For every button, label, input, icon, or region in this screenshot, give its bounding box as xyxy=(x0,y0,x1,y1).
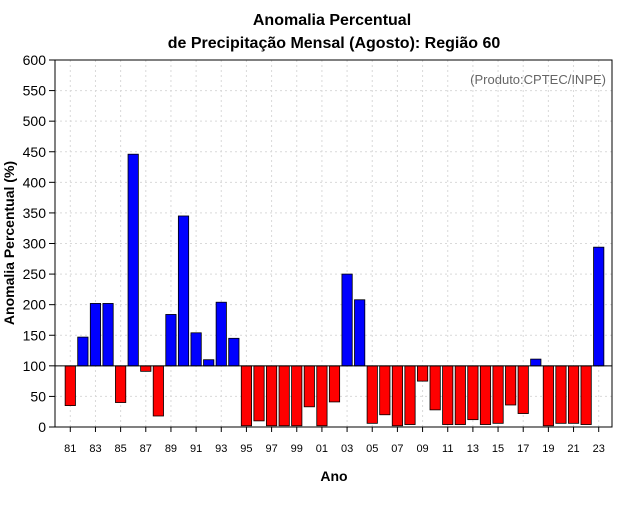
x-tick-label: 07 xyxy=(391,443,403,455)
y-tick-label: 0 xyxy=(38,419,46,435)
bar-17 xyxy=(517,365,529,414)
bar-12 xyxy=(454,365,466,425)
bar-88 xyxy=(152,365,164,417)
x-axis: 81 83 85 87 89 91 93 95 97 99 01 03 05 07 09 11 13 15 17 19… xyxy=(64,427,605,455)
x-tick-label: 17 xyxy=(517,443,529,455)
bar-05 xyxy=(366,365,378,424)
x-axis-label: Ano xyxy=(320,468,347,484)
credit-text: (Produto:CPTEC/INPE) xyxy=(470,72,606,87)
y-tick-label: 550 xyxy=(23,83,47,99)
bar-85 xyxy=(115,365,127,403)
bars-layer xyxy=(64,153,605,427)
bar-98 xyxy=(278,365,290,427)
bar-99 xyxy=(291,365,303,427)
x-tick-label: 03 xyxy=(341,443,353,455)
y-tick-label: 300 xyxy=(23,236,47,252)
x-tick-label: 83 xyxy=(89,443,101,455)
x-tick-label: 89 xyxy=(165,443,177,455)
bar-01 xyxy=(316,365,328,427)
x-tick-label: 13 xyxy=(467,443,479,455)
bar-93 xyxy=(215,301,227,367)
chart-title-line2: de Precipitação Mensal (Agosto): Região … xyxy=(168,35,501,52)
bar-19 xyxy=(542,365,554,427)
bar-91 xyxy=(190,332,202,367)
x-tick-label: 15 xyxy=(492,443,504,455)
bar-04 xyxy=(354,299,366,367)
bar-13 xyxy=(467,365,479,421)
bar-86 xyxy=(127,153,139,367)
x-tick-label: 99 xyxy=(291,443,303,455)
x-tick-label: 87 xyxy=(140,443,152,455)
x-tick-label: 21 xyxy=(567,443,579,455)
x-tick-label: 09 xyxy=(416,443,428,455)
bar-89 xyxy=(165,314,177,367)
y-tick-label: 100 xyxy=(23,358,47,374)
y-tick-label: 350 xyxy=(23,205,47,221)
y-axis-label: Anomalia Percentual (%) xyxy=(1,161,17,325)
y-axis: 0 50 100 150 200 250 300 350 400 450 500 550 600 xyxy=(23,52,55,435)
x-tick-label: 81 xyxy=(64,443,76,455)
y-tick-label: 400 xyxy=(23,174,47,190)
bar-83 xyxy=(89,303,102,367)
bar-95 xyxy=(240,365,252,427)
bar-96 xyxy=(253,365,265,422)
y-tick-label: 150 xyxy=(23,327,47,343)
x-tick-label: 93 xyxy=(215,443,227,455)
x-tick-label: 95 xyxy=(240,443,252,455)
x-tick-label: 11 xyxy=(442,443,453,455)
bar-14 xyxy=(479,365,492,425)
bar-08 xyxy=(404,365,416,425)
y-tick-label: 200 xyxy=(23,297,47,313)
bar-87 xyxy=(140,365,152,372)
bar-20 xyxy=(555,365,567,424)
bar-21 xyxy=(567,365,580,424)
bar-16 xyxy=(505,365,517,406)
bar-07 xyxy=(391,365,403,427)
bar-94 xyxy=(228,337,240,367)
y-tick-label: 50 xyxy=(30,388,46,404)
x-tick-label: 97 xyxy=(265,443,277,455)
y-tick-label: 250 xyxy=(23,266,47,282)
bar-90 xyxy=(177,215,190,367)
bar-97 xyxy=(266,365,278,427)
bar-23 xyxy=(593,246,605,367)
y-tick-label: 600 xyxy=(23,52,47,68)
bar-00 xyxy=(303,365,315,408)
bar-02 xyxy=(328,365,341,403)
bar-18 xyxy=(530,358,542,367)
bar-09 xyxy=(417,365,429,382)
bar-82 xyxy=(77,336,89,367)
y-tick-label: 500 xyxy=(23,113,47,129)
y-tick-label: 450 xyxy=(23,144,47,160)
bar-10 xyxy=(429,365,441,411)
x-tick-label: 19 xyxy=(542,443,554,455)
x-tick-label: 01 xyxy=(316,443,328,455)
x-tick-label: 91 xyxy=(190,443,202,455)
bar-06 xyxy=(379,365,391,416)
bar-22 xyxy=(580,365,592,425)
bar-15 xyxy=(492,365,504,424)
bar-84 xyxy=(102,303,114,367)
bar-92 xyxy=(203,359,215,367)
x-tick-label: 85 xyxy=(114,443,126,455)
bar-03 xyxy=(341,273,353,367)
bar-81 xyxy=(64,365,76,406)
x-tick-label: 05 xyxy=(366,443,378,455)
bar-11 xyxy=(442,365,454,425)
chart-title-line1: Anomalia Percentual xyxy=(253,12,411,29)
x-tick-label: 23 xyxy=(593,443,605,455)
